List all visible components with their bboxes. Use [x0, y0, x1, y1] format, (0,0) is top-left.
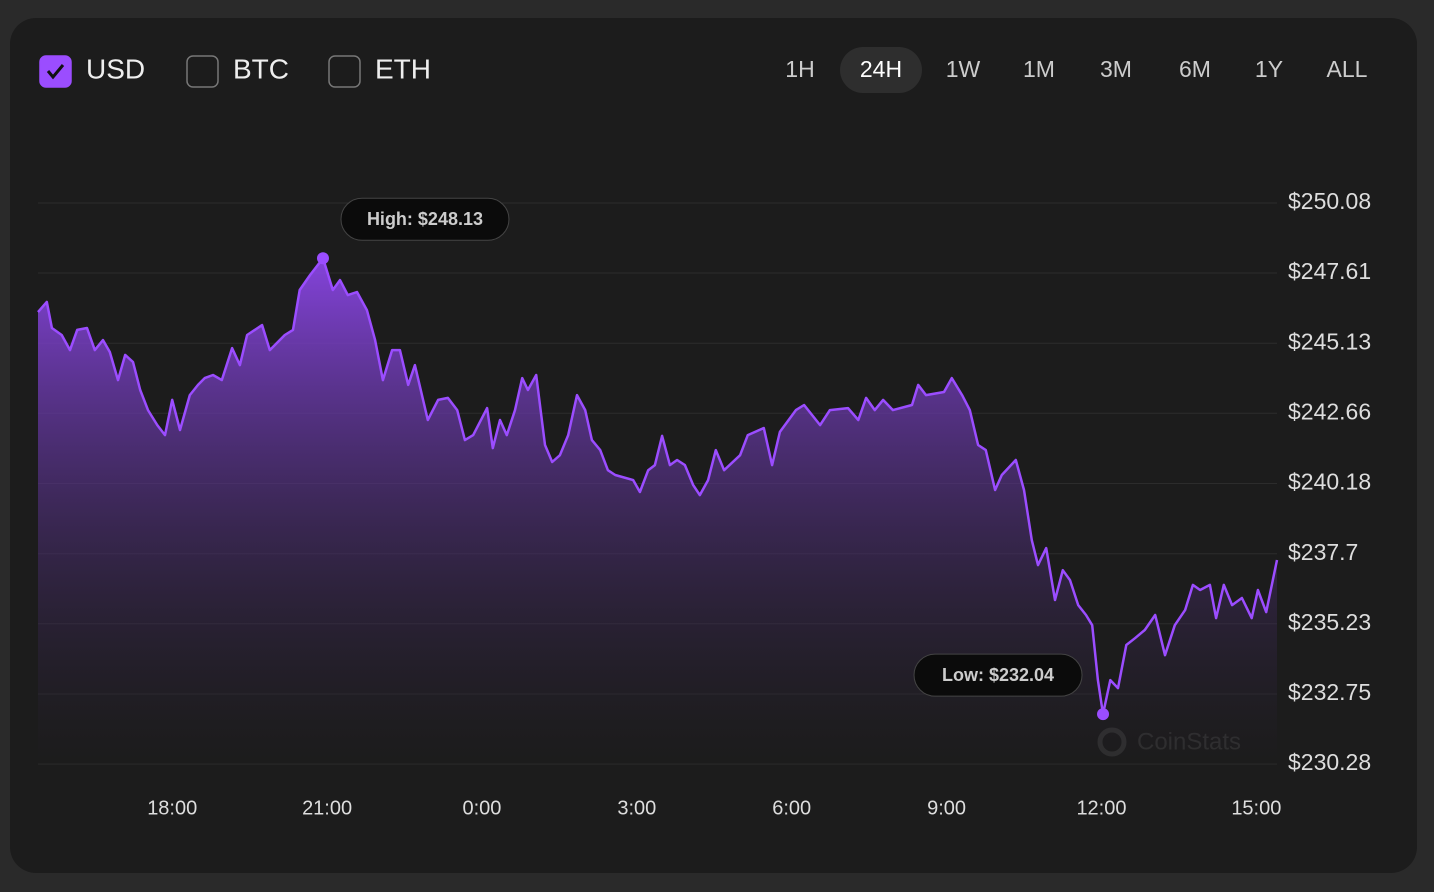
y-tick-label: $237.7: [1288, 539, 1358, 565]
line: [37, 257, 1279, 716]
checkbox[interactable]: [328, 55, 361, 88]
x-tick-label: 0:00: [463, 797, 502, 819]
range-button[interactable]: 1W: [946, 56, 981, 82]
range-button[interactable]: 6M: [1179, 56, 1211, 82]
y-tick-label: $247.61: [1288, 258, 1371, 284]
range-button[interactable]: 1M: [1023, 56, 1055, 82]
y-tick-label: $230.28: [1288, 749, 1371, 775]
x-tick-label: 12:00: [1076, 797, 1126, 819]
y-tick-label: $245.13: [1288, 328, 1371, 354]
y-tick-label: $250.08: [1288, 188, 1371, 214]
annotation-bubble: [340, 197, 510, 241]
range-button[interactable]: 3M: [1100, 56, 1132, 82]
range-selected: [840, 47, 922, 93]
checkbox-label[interactable]: USD: [86, 53, 145, 84]
x-tick-label: 3:00: [617, 797, 656, 819]
annotation-bubble: [913, 653, 1083, 697]
extreme-marker: [316, 252, 329, 265]
range-button[interactable]: 1Y: [1255, 56, 1283, 82]
y-tick-label: $232.75: [1288, 679, 1371, 705]
y-tick-label: $235.23: [1288, 609, 1371, 635]
annotation-label: High: $248.13: [367, 209, 483, 229]
checkbox-label[interactable]: BTC: [233, 53, 289, 84]
range-button[interactable]: ALL: [1327, 56, 1368, 82]
x-tick-label: 6:00: [772, 797, 811, 819]
x-tick-label: 9:00: [927, 797, 966, 819]
checkbox[interactable]: [39, 55, 72, 88]
checkbox-label[interactable]: ETH: [375, 53, 431, 84]
x-tick-label: 18:00: [147, 797, 197, 819]
range-button[interactable]: 24H: [860, 56, 902, 82]
annotation-label: Low: $232.04: [942, 665, 1054, 685]
x-tick-label: 21:00: [302, 797, 352, 819]
checkmark: [46, 64, 65, 80]
extreme-marker: [1097, 708, 1110, 721]
y-tick-label: $242.66: [1288, 398, 1371, 424]
area: [38, 258, 1277, 764]
x-tick-label: 15:00: [1231, 797, 1281, 819]
y-tick-label: $240.18: [1288, 469, 1371, 495]
checkbox[interactable]: [186, 55, 219, 88]
range-button[interactable]: 1H: [785, 56, 814, 82]
